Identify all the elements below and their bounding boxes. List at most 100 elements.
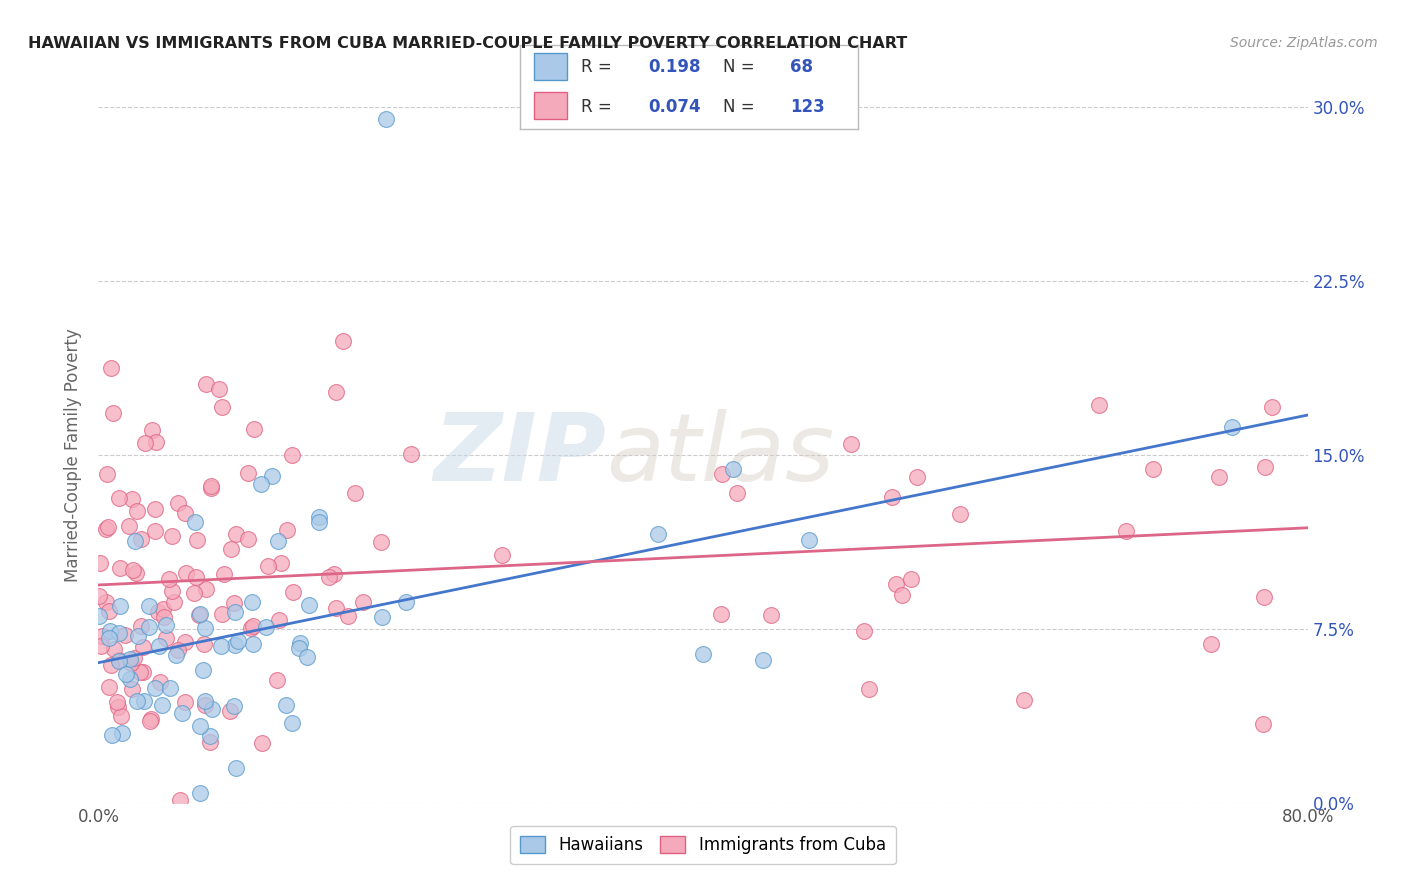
- Point: [108, 653, 131, 667]
- Point: [269, 613, 291, 627]
- Point: [91, 629, 114, 643]
- Point: [752, 652, 775, 666]
- Y-axis label: Married-Couple Family Poverty: Married-Couple Family Poverty: [65, 328, 83, 582]
- Point: [288, 636, 311, 650]
- Point: [121, 492, 143, 507]
- Point: [858, 681, 880, 696]
- Point: [141, 423, 163, 437]
- Point: [401, 447, 423, 461]
- Point: [242, 637, 264, 651]
- Point: [195, 376, 218, 391]
- Point: [184, 516, 207, 530]
- Point: [905, 470, 928, 484]
- Point: [276, 698, 298, 712]
- Point: [188, 607, 211, 621]
- Point: [797, 533, 820, 548]
- Point: [97, 520, 120, 534]
- Point: [120, 672, 142, 686]
- Point: [759, 608, 782, 623]
- Point: [1012, 693, 1035, 707]
- Point: [100, 361, 122, 376]
- Text: N =: N =: [723, 58, 754, 76]
- Point: [200, 481, 222, 495]
- Point: [103, 406, 125, 420]
- Point: [325, 384, 347, 399]
- Point: [96, 467, 118, 481]
- Point: [107, 699, 129, 714]
- Point: [336, 609, 359, 624]
- Text: HAWAIIAN VS IMMIGRANTS FROM CUBA MARRIED-COUPLE FAMILY POVERTY CORRELATION CHART: HAWAIIAN VS IMMIGRANTS FROM CUBA MARRIED…: [28, 36, 907, 51]
- FancyBboxPatch shape: [534, 92, 568, 120]
- Text: Source: ZipAtlas.com: Source: ZipAtlas.com: [1230, 36, 1378, 50]
- Point: [89, 556, 111, 570]
- Point: [318, 570, 340, 584]
- Point: [101, 728, 124, 742]
- Point: [374, 112, 396, 126]
- Point: [108, 626, 131, 640]
- Point: [149, 675, 172, 690]
- Point: [723, 462, 745, 476]
- Point: [1251, 716, 1274, 731]
- Point: [143, 502, 166, 516]
- Point: [209, 639, 232, 653]
- Text: R =: R =: [581, 98, 612, 116]
- Point: [1261, 400, 1284, 414]
- Point: [884, 576, 907, 591]
- Point: [288, 641, 311, 656]
- Point: [1115, 524, 1137, 538]
- Point: [98, 624, 121, 639]
- Point: [166, 642, 188, 657]
- Point: [371, 610, 394, 624]
- Point: [174, 635, 197, 649]
- Point: [1254, 460, 1277, 475]
- Point: [153, 610, 176, 624]
- Point: [200, 479, 222, 493]
- Point: [880, 490, 903, 504]
- Point: [194, 693, 217, 707]
- Point: [90, 639, 112, 653]
- Point: [155, 632, 177, 646]
- Point: [120, 651, 142, 665]
- Point: [224, 638, 246, 652]
- Point: [725, 486, 748, 500]
- Point: [225, 526, 247, 541]
- Point: [323, 566, 346, 581]
- Point: [114, 666, 136, 681]
- Point: [266, 673, 288, 688]
- Point: [111, 725, 134, 739]
- Point: [167, 496, 190, 510]
- Point: [236, 532, 259, 546]
- Point: [194, 698, 217, 712]
- Point: [188, 607, 211, 622]
- Point: [183, 586, 205, 600]
- Point: [1253, 591, 1275, 605]
- Point: [198, 734, 221, 748]
- Text: 0.198: 0.198: [648, 58, 702, 76]
- Point: [121, 681, 143, 696]
- Point: [260, 469, 283, 483]
- Point: [297, 598, 319, 612]
- Point: [98, 604, 121, 618]
- Point: [395, 595, 418, 609]
- Point: [900, 572, 922, 586]
- Point: [211, 401, 233, 415]
- Point: [87, 609, 110, 624]
- Point: [129, 665, 152, 679]
- Point: [122, 650, 145, 665]
- Point: [138, 620, 160, 634]
- Point: [150, 698, 173, 712]
- Point: [120, 657, 142, 671]
- Point: [250, 477, 273, 491]
- Point: [193, 663, 215, 677]
- Point: [125, 504, 148, 518]
- Point: [172, 706, 194, 720]
- Point: [225, 761, 247, 775]
- Point: [108, 491, 131, 505]
- Point: [1220, 420, 1243, 434]
- Point: [343, 486, 366, 500]
- Point: [352, 595, 374, 609]
- Point: [891, 588, 914, 602]
- Point: [186, 533, 208, 548]
- Point: [308, 510, 330, 524]
- Point: [110, 599, 132, 613]
